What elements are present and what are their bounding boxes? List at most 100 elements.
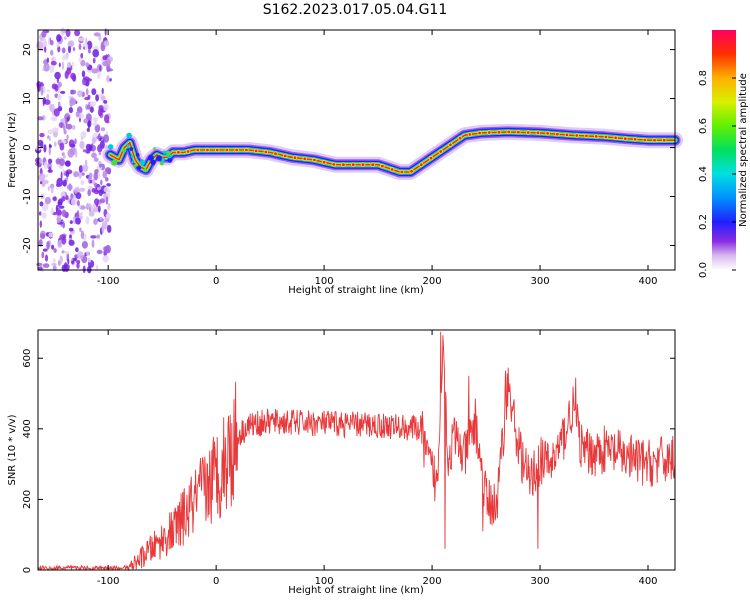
noise-blob xyxy=(62,168,65,175)
noise-blob xyxy=(85,216,90,225)
noise-blob xyxy=(75,217,81,225)
noise-blob xyxy=(50,208,54,215)
noise-blob xyxy=(61,47,66,54)
noise-blob xyxy=(96,234,101,239)
ridge-blob xyxy=(129,147,134,151)
ridge-point xyxy=(642,137,647,143)
ridge-blob xyxy=(159,161,164,166)
ridge-blob xyxy=(142,168,147,173)
noise-blob xyxy=(75,111,80,118)
noise-blob xyxy=(94,169,99,174)
snr-xtick-label: 400 xyxy=(638,576,657,587)
noise-blob xyxy=(39,201,44,207)
noise-blob xyxy=(103,103,109,112)
ridge-blob xyxy=(150,159,156,166)
ridge-blob xyxy=(133,164,137,168)
noise-blob xyxy=(93,157,99,162)
ridge-point xyxy=(273,151,278,156)
noise-blob xyxy=(72,47,76,52)
noise-blob xyxy=(91,152,97,159)
snr-ytick-label: 600 xyxy=(22,349,33,368)
noise-blob xyxy=(52,258,56,263)
noise-blob xyxy=(100,95,106,101)
ridge-blob xyxy=(137,165,142,170)
snr-series-line xyxy=(37,331,676,572)
noise-blob xyxy=(78,187,86,192)
noise-blob xyxy=(51,244,55,250)
ridge-point xyxy=(545,131,550,136)
ridge-blob xyxy=(122,148,126,152)
spectrogram-frame xyxy=(37,29,676,271)
noise-blob xyxy=(54,84,59,92)
noise-blob xyxy=(65,160,71,167)
ridge-point xyxy=(555,131,560,137)
noise-blob xyxy=(57,239,63,248)
noise-blob xyxy=(71,124,76,130)
noise-blob xyxy=(48,146,51,156)
ridge-point xyxy=(516,129,521,135)
noise-blob xyxy=(56,34,62,42)
ridge-point xyxy=(195,147,200,153)
noise-blob xyxy=(78,57,83,63)
noise-blob xyxy=(52,56,57,62)
noise-blob xyxy=(81,70,86,78)
noise-blob xyxy=(102,170,108,179)
noise-blob xyxy=(90,235,97,239)
noise-blob xyxy=(61,250,65,254)
noise-blob xyxy=(70,197,78,206)
noise-blob xyxy=(87,48,91,54)
noise-blob xyxy=(50,60,57,66)
noise-blob xyxy=(67,61,72,68)
noise-blob xyxy=(91,188,97,193)
noise-blob xyxy=(104,167,112,173)
noise-blob xyxy=(41,212,47,219)
noise-blob xyxy=(61,196,66,202)
ridge-point xyxy=(399,169,404,175)
ridge-point xyxy=(389,167,395,172)
colorbar-tick-label: 0.8 xyxy=(698,70,709,86)
colorbar: 0.0 0.2 0.4 0.6 0.8 Normalized spectral ampl… xyxy=(698,30,749,278)
noise-blob xyxy=(62,221,65,229)
noise-blob xyxy=(96,249,103,255)
noise-blob xyxy=(44,254,49,262)
noise-blob xyxy=(78,165,83,173)
noise-blob xyxy=(94,124,101,133)
chart-title: S162.2023.017.05.04.G11 xyxy=(263,2,448,18)
noise-blob xyxy=(56,182,60,188)
ridge-point xyxy=(428,155,434,161)
noise-blob xyxy=(86,40,93,50)
noise-blob xyxy=(70,89,77,95)
noise-blob xyxy=(67,45,72,54)
noise-blob xyxy=(60,27,66,36)
noise-blob xyxy=(92,122,98,127)
ridge-point xyxy=(214,147,220,153)
spectrogram-xtick-label: 0 xyxy=(213,276,219,287)
noise-blob xyxy=(69,98,77,106)
noise-blob xyxy=(83,76,90,81)
noise-blob xyxy=(36,262,43,267)
noise-blob xyxy=(71,260,75,264)
snr-xtick-label: 200 xyxy=(423,576,442,587)
noise-blob xyxy=(69,234,72,238)
noise-blob xyxy=(59,255,63,264)
noise-blob xyxy=(38,211,42,216)
ridge-point xyxy=(662,137,667,143)
noise-blob xyxy=(63,36,67,40)
ridge-point xyxy=(632,137,638,142)
noise-blob xyxy=(65,195,69,201)
noise-blob xyxy=(57,101,61,108)
noise-blob xyxy=(100,127,106,132)
noise-blob xyxy=(48,37,51,46)
noise-blob xyxy=(89,179,93,184)
noise-blob xyxy=(48,232,54,238)
noise-blob xyxy=(39,132,45,138)
spectrogram-ylabel: Frequency (Hz) xyxy=(7,112,18,188)
noise-blob xyxy=(104,28,107,36)
noise-blob xyxy=(53,248,57,253)
noise-blob xyxy=(68,107,73,114)
noise-blob xyxy=(90,101,96,107)
noise-blob xyxy=(38,173,46,182)
ridge-blob xyxy=(139,159,146,166)
